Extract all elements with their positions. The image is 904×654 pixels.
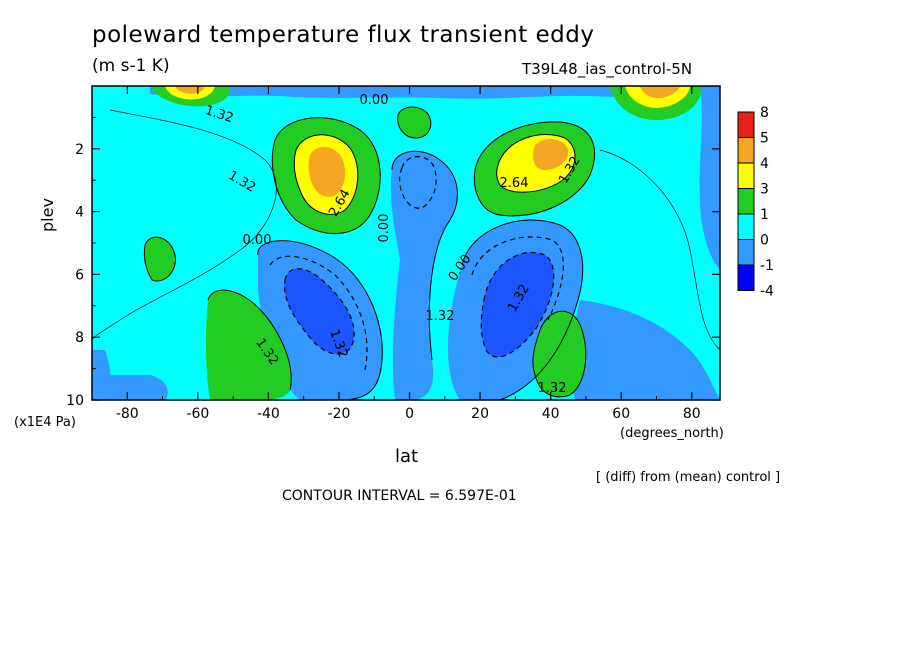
orange-core-top-right — [640, 86, 680, 99]
negative-region-equator — [390, 151, 458, 400]
positive-region-nh-lower — [532, 311, 586, 397]
x-tick-label: -60 — [186, 406, 209, 422]
colorbar-label: 3 — [760, 182, 769, 198]
colorbar-label: 4 — [760, 156, 769, 172]
chart-title: poleward temperature flux transient eddy — [92, 22, 595, 48]
colorbar-label: -1 — [760, 258, 774, 274]
contour-label: 0.00 — [360, 93, 389, 108]
y-tick-label: 2 — [75, 142, 84, 158]
contour-field — [92, 86, 720, 400]
colorbar-swatch — [737, 239, 755, 266]
contour-label: 1.32 — [426, 309, 455, 324]
y-tick-label: 10 — [66, 393, 84, 409]
colorbar: 8 5 4 3 1 0 -1 -4 — [737, 105, 774, 300]
y-tick-label: 4 — [75, 205, 84, 221]
x-tick-label: -40 — [257, 406, 280, 422]
contour-label: 1.32 — [538, 381, 567, 396]
negative-contour-lines — [269, 156, 564, 371]
orange-core-nh — [533, 138, 569, 170]
negative-region-right-low — [572, 300, 720, 400]
x-axis-label: lat — [395, 446, 419, 467]
colorbar-label: 5 — [760, 131, 769, 147]
x-tick-label: 80 — [683, 406, 701, 422]
x-tick-label: -20 — [328, 406, 351, 422]
x-tick-label: 20 — [471, 406, 489, 422]
colorbar-swatch — [737, 188, 755, 215]
negative-core-sh — [284, 268, 355, 355]
x-axis: -80 -60 -40 -20 0 20 40 60 80 — [116, 86, 701, 422]
y-tick-label: 8 — [75, 330, 84, 346]
positive-region-equator-top — [397, 106, 431, 139]
chart-units: (m s-1 K) — [92, 56, 170, 76]
colorbar-label: 1 — [760, 207, 769, 223]
contour-interval: CONTOUR INTERVAL = 6.597E-01 — [282, 488, 517, 504]
positive-region-sh-small — [144, 237, 176, 281]
y-axis: 2 4 6 8 10 — [66, 116, 720, 409]
x-tick-label: 0 — [405, 406, 414, 422]
negative-core-nh — [481, 252, 554, 358]
negative-region-right — [699, 86, 720, 270]
x-tick-label: 40 — [542, 406, 560, 422]
y-axis-units: (x1E4 Pa) — [14, 415, 76, 430]
orange-core-sh — [308, 147, 346, 197]
x-tick-label: -80 — [116, 406, 139, 422]
run-label: T39L48_ias_control-5N — [522, 60, 693, 78]
contour-label: 2.64 — [500, 176, 529, 191]
colorbar-label: 0 — [760, 233, 769, 249]
contour-label: 0.00 — [243, 233, 272, 248]
negative-core-sh-bottom-left — [92, 375, 168, 400]
colorbar-swatch — [737, 162, 755, 189]
y-axis-label: plev — [38, 198, 57, 232]
colorbar-swatch — [737, 111, 755, 138]
positive-region-sh-lower — [205, 290, 292, 400]
diff-note: [ (diff) from (mean) control ] — [596, 470, 781, 485]
colorbar-swatch — [737, 213, 755, 240]
negative-region-top — [150, 86, 700, 99]
colorbar-swatch — [737, 137, 755, 164]
colorbar-swatch — [737, 264, 755, 291]
x-axis-units: (degrees_north) — [620, 426, 724, 441]
y-tick-label: 6 — [75, 267, 84, 283]
colorbar-label: -4 — [760, 284, 774, 300]
contour-lines — [92, 106, 720, 400]
colorbar-label: 8 — [760, 105, 769, 121]
contour-label: 0.00 — [377, 214, 392, 243]
x-tick-label: 60 — [612, 406, 630, 422]
